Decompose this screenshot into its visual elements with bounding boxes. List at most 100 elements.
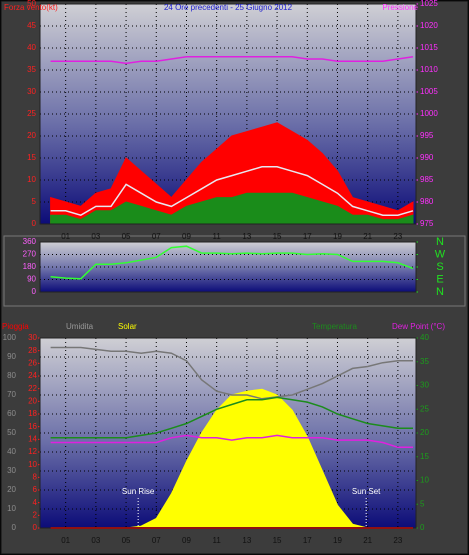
y-tick-label: 90 (27, 275, 36, 284)
y-tick-label: 6 (33, 485, 38, 494)
line-series (50, 56, 414, 65)
x-tick-label: 15 (273, 536, 282, 545)
annotation: Sun Rise (122, 487, 155, 496)
y-tick-label: N (436, 286, 444, 298)
y-tick-label: 20 (420, 428, 429, 437)
x-tick-label: 15 (273, 232, 282, 241)
y-tick-label: 360 (23, 237, 37, 246)
y-tick-label: 90 (7, 352, 16, 361)
y-tick-label: 20 (27, 131, 36, 140)
y-tick-label: 50 (7, 428, 16, 437)
line-series (50, 434, 413, 449)
x-tick-label: 09 (182, 232, 191, 241)
y-tick-label: 1000 (420, 109, 438, 118)
y-tick-label: 0 (420, 523, 425, 532)
y-tick-label: 995 (420, 131, 434, 140)
area-series (50, 192, 414, 225)
y-tick-label: S (436, 261, 443, 273)
y-tick-label: W (435, 248, 446, 260)
y-axis-label: Forza vento(kt) (4, 3, 58, 12)
y-tick-label: 1005 (420, 87, 438, 96)
chart-title: 24 Ore precedenti - 25 Giugno 2012 (164, 3, 293, 12)
line-series (50, 346, 413, 400)
y-tick-label: 10 (7, 504, 16, 513)
y-tick-label: 35 (420, 357, 429, 366)
x-tick-label: 05 (122, 536, 131, 545)
x-tick-label: 21 (363, 232, 372, 241)
line-series (50, 166, 414, 217)
x-tick-label: 17 (303, 232, 312, 241)
y-tick-label: 10 (27, 175, 36, 184)
y-tick-label: 2 (33, 510, 38, 519)
y-tick-label: 12 (28, 447, 37, 456)
x-tick-label: 17 (303, 536, 312, 545)
y-tick-label: 60 (7, 409, 16, 418)
plot-border (39, 3, 417, 225)
area-series (50, 122, 414, 225)
y-tick-label: 1025 (420, 0, 438, 8)
y-tick-label: 990 (420, 153, 434, 162)
legend-entry: Solar (118, 322, 137, 331)
direction-frame (3, 235, 466, 307)
x-tick-label: 05 (122, 232, 131, 241)
y-tick-label: 15 (420, 452, 429, 461)
y-tick-label: 24 (28, 371, 37, 380)
plot-border (39, 337, 417, 529)
y-tick-label: 45 (27, 21, 36, 30)
y-tick-label: 25 (420, 404, 429, 413)
x-tick-label: 21 (363, 536, 372, 545)
x-tick-label: 07 (152, 536, 161, 545)
y-tick-label: 1015 (420, 43, 438, 52)
y-tick-label: 100 (3, 333, 17, 342)
y-tick-label: 40 (420, 333, 429, 342)
x-tick-label: 07 (152, 232, 161, 241)
y-tick-label: 50 (27, 0, 36, 8)
y-tick-label: 80 (7, 371, 16, 380)
y-tick-label: 20 (7, 485, 16, 494)
x-tick-label: 19 (333, 536, 342, 545)
y-tick-label: 0 (32, 287, 37, 296)
y-tick-label: 16 (28, 422, 37, 431)
x-tick-label: 13 (242, 232, 251, 241)
y-tick-label: 22 (28, 384, 37, 393)
y-tick-label: 180 (23, 262, 37, 271)
legend-entry: Temperatura (312, 322, 357, 331)
x-tick-label: 11 (213, 536, 222, 545)
x-tick-label: 23 (393, 536, 402, 545)
y-tick-label: 0 (33, 523, 38, 532)
y-tick-label: 30 (28, 333, 37, 342)
y-tick-label: N (436, 236, 444, 248)
x-tick-label: 13 (242, 536, 251, 545)
y-tick-label: 30 (420, 381, 429, 390)
x-tick-label: 23 (393, 232, 402, 241)
y-tick-label: 30 (7, 466, 16, 475)
y-tick-label: 975 (420, 219, 434, 228)
y-tick-label: 0 (32, 219, 37, 228)
x-tick-label: 01 (61, 536, 70, 545)
y-tick-label: 28 (28, 346, 37, 355)
plot-border (39, 241, 417, 293)
legend-entry: Pioggia (2, 322, 29, 331)
y-tick-label: 10 (28, 460, 37, 469)
y-tick-label: 15 (27, 153, 36, 162)
y-tick-label: 30 (27, 87, 36, 96)
line-series (50, 245, 414, 280)
y-tick-label: 1010 (420, 65, 438, 74)
y-tick-label: 70 (7, 390, 16, 399)
y-tick-label: 5 (420, 499, 425, 508)
legend-entry: Umidita (66, 322, 94, 331)
x-tick-label: 03 (91, 232, 100, 241)
legend-entry: Dew Point (°C) (392, 322, 445, 331)
y-tick-label: 0 (12, 523, 17, 532)
y-tick-label: 10 (420, 476, 429, 485)
y-tick-label: 270 (23, 250, 37, 259)
y-tick-label: 1020 (420, 21, 438, 30)
x-tick-label: 01 (61, 232, 70, 241)
y-tick-label: 35 (27, 65, 36, 74)
y-tick-label: 40 (27, 43, 36, 52)
y2-axis-label: Pressione (382, 3, 418, 12)
y-tick-label: 26 (28, 358, 37, 367)
y-tick-label: 20 (28, 396, 37, 405)
y-tick-label: 25 (27, 109, 36, 118)
